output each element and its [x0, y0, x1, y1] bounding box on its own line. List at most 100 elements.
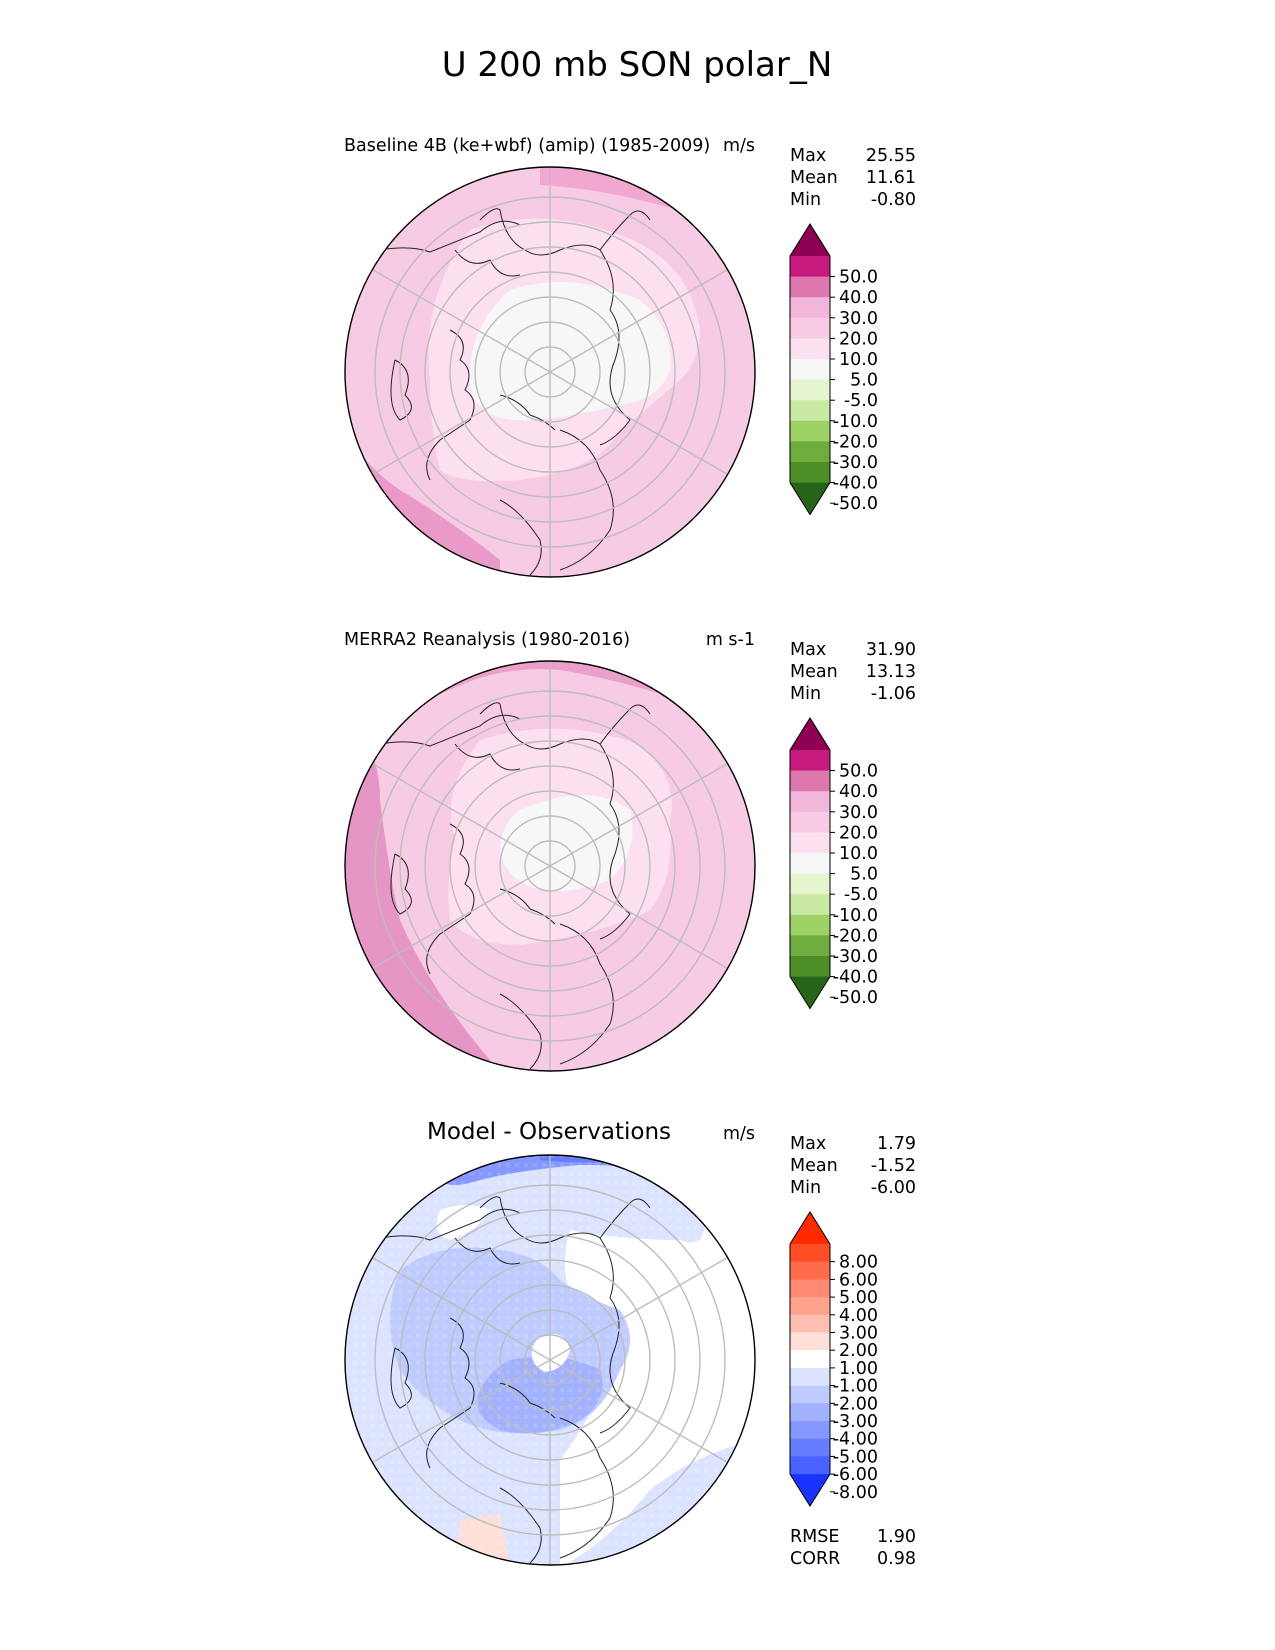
stat-min-value: -1.06 [871, 684, 916, 704]
colorbar-tick-label: -20.0 [833, 926, 878, 946]
error-stats-block: RMSE 1.90 CORR 0.98 [790, 1527, 916, 1569]
colorbar-swatch [790, 317, 830, 339]
colorbar-tick-label: -30.0 [833, 947, 878, 967]
colorbar-swatch [790, 1438, 830, 1457]
colorbar-swatches [789, 717, 831, 1010]
colorbar-swatch [790, 1367, 830, 1387]
colorbar-swatch [790, 1279, 830, 1298]
stat-min-value: -6.00 [871, 1178, 916, 1198]
stat-rmse-value: 1.90 [877, 1527, 916, 1547]
colorbar-tick-label: -10.0 [833, 906, 878, 926]
coastlines [379, 1196, 651, 1564]
colorbar-swatch [790, 750, 830, 772]
colorbar-swatches [789, 223, 831, 516]
colorbar-swatch [790, 811, 830, 833]
colorbar-swatch [790, 894, 830, 916]
colorbar-tick-label: 8.00 [839, 1253, 878, 1273]
colorbar-tick-label: 30.0 [839, 803, 878, 823]
stat-mean-value: 13.13 [866, 662, 916, 682]
colorbar-tick-label: 50.0 [839, 268, 878, 288]
colorbar-ticks: 50.040.030.020.010.05.0-5.0-10.0-20.0-30… [830, 268, 878, 514]
colorbar-tick-label: 10.0 [839, 844, 878, 864]
colorbar: 50.040.030.020.010.05.0-5.0-10.0-20.0-30… [789, 223, 878, 516]
map-boundary [344, 660, 756, 1072]
colorbar-swatch [790, 935, 830, 957]
colorbar-swatch [790, 441, 830, 463]
map-boundary [344, 1154, 756, 1566]
stat-rmse-label: RMSE [790, 1527, 839, 1547]
colorbar-tick-label: 5.0 [850, 371, 878, 391]
stat-mean-value: -1.52 [871, 1156, 916, 1176]
colorbar-tick-label: -1.00 [833, 1377, 878, 1397]
stat-min-value: -0.80 [871, 190, 916, 210]
colorbar-tick-label: -3.00 [833, 1412, 878, 1432]
colorbar-tick-label: -2.00 [833, 1394, 878, 1414]
colorbar-swatch [790, 1244, 830, 1263]
colorbar-tick-label: -30.0 [833, 453, 878, 473]
stat-max-label: Max [790, 146, 826, 166]
colorbar-tick-label: -20.0 [833, 432, 878, 452]
panel-baseline: Baseline 4B (ke+wbf) (amip) (1985-2009) … [344, 136, 916, 578]
colorbar-swatch [790, 853, 830, 875]
panel-merra2: MERRA2 Reanalysis (1980-2016) m s-1 Max … [344, 630, 916, 1072]
stats-block: Max 1.79 Mean -1.52 Min -6.00 [790, 1134, 916, 1198]
colorbar-tick-label: -5.0 [844, 885, 878, 905]
colorbar-tick-label: -40.0 [833, 968, 878, 988]
colorbar-swatch [790, 791, 830, 813]
stat-corr-value: 0.98 [877, 1549, 916, 1569]
colorbar-swatch [790, 832, 830, 854]
stat-mean-label: Mean [790, 662, 838, 682]
colorbar-tick-label: -5.00 [833, 1447, 878, 1467]
colorbar-swatch [790, 276, 830, 298]
colorbar-swatch [790, 338, 830, 360]
colorbar-swatches [789, 1211, 831, 1508]
colorbar-tick-label: 2.00 [839, 1341, 878, 1361]
stat-max-value: 25.55 [866, 146, 916, 166]
colorbar: 8.006.005.004.003.002.001.00-1.00-2.00-3… [789, 1211, 878, 1508]
stat-mean-label: Mean [790, 168, 838, 188]
stat-corr-label: CORR [790, 1549, 840, 1569]
panel-title: Model - Observations [427, 1119, 671, 1145]
colorbar-extension-top [790, 224, 830, 256]
field-pole-neutral [469, 282, 671, 420]
colorbar-tick-label: 20.0 [839, 823, 878, 843]
colorbar-tick-label: 20.0 [839, 329, 878, 349]
graticule [367, 1155, 733, 1565]
stat-mean-label: Mean [790, 1156, 838, 1176]
graticule [367, 167, 733, 577]
colorbar-swatch [790, 379, 830, 401]
colorbar-tick-label: -40.0 [833, 474, 878, 494]
coastlines [379, 208, 651, 576]
colorbar-tick-label: 30.0 [839, 309, 878, 329]
colorbar-swatch [790, 873, 830, 895]
colorbar-swatch [790, 1314, 830, 1334]
colorbar-swatch [790, 1297, 830, 1316]
colorbar-swatch [790, 462, 830, 484]
colorbar-tick-label: 4.00 [839, 1306, 878, 1326]
colorbar-swatch [790, 1350, 830, 1369]
colorbar-tick-label: 6.00 [839, 1270, 878, 1290]
panel-title: Baseline 4B (ke+wbf) (amip) (1985-2009) [344, 136, 710, 156]
colorbar-tick-label: -50.0 [833, 494, 878, 514]
colorbar-tick-label: -5.0 [844, 391, 878, 411]
stat-max-label: Max [790, 640, 826, 660]
colorbar-tick-label: -10.0 [833, 412, 878, 432]
colorbar-extension-top [790, 718, 830, 750]
stat-max-value: 1.79 [877, 1134, 916, 1154]
colorbar-tick-label: 5.0 [850, 865, 878, 885]
colorbar-swatch [790, 1421, 830, 1440]
colorbar-swatch [790, 770, 830, 792]
colorbar-tick-label: -8.00 [833, 1483, 878, 1503]
stat-mean-value: 11.61 [866, 168, 916, 188]
colorbar-extension-bottom [790, 1474, 830, 1507]
colorbar-swatch [790, 914, 830, 936]
stat-max-value: 31.90 [866, 640, 916, 660]
map-boundary [344, 166, 756, 578]
colorbar-ticks: 50.040.030.020.010.05.0-5.0-10.0-20.0-30… [830, 762, 878, 1008]
stat-min-label: Min [790, 1178, 821, 1198]
colorbar-swatch [790, 400, 830, 422]
coastlines [379, 702, 651, 1070]
colorbar-extension-top [790, 1212, 830, 1244]
colorbar-swatch [790, 1403, 830, 1422]
